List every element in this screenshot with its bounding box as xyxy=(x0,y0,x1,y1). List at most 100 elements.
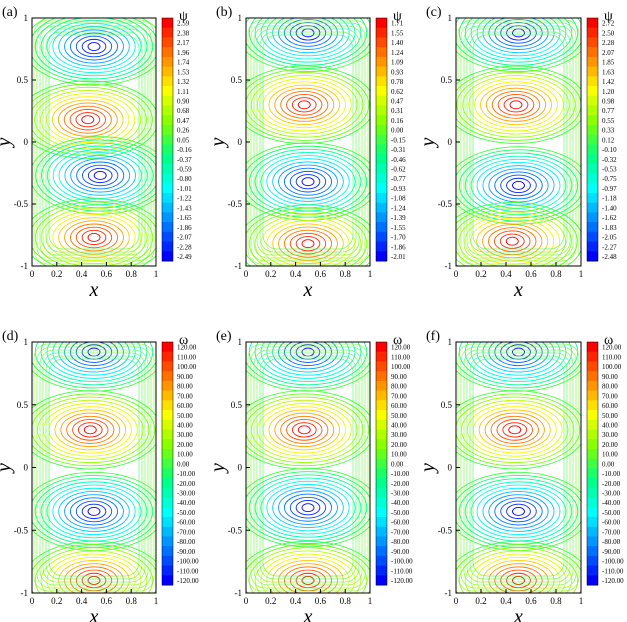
contour-line xyxy=(246,207,370,266)
legend-label: 1.32 xyxy=(177,78,190,86)
legend-swatch xyxy=(162,371,173,382)
contour-line xyxy=(254,477,362,538)
legend-swatch xyxy=(587,419,598,430)
x-tick-label: 0.4 xyxy=(290,596,302,606)
legend-swatch xyxy=(587,400,598,411)
contour-line xyxy=(506,572,531,589)
contour-line xyxy=(32,201,156,266)
contour-line xyxy=(458,18,579,66)
x-tick-label: 0.4 xyxy=(76,269,88,279)
contour-line xyxy=(75,500,113,523)
contour-line xyxy=(64,563,124,593)
legend-swatch xyxy=(376,124,387,136)
legend-swatch xyxy=(587,478,598,489)
legend-frame xyxy=(375,17,388,262)
legend-label: -50.00 xyxy=(177,509,196,517)
x-tick-label: 0.4 xyxy=(290,269,302,279)
contour-line xyxy=(482,342,555,373)
legend-label: -20.00 xyxy=(391,480,410,488)
contour-line xyxy=(466,403,563,457)
legend-label: 0.78 xyxy=(391,78,404,86)
x-tick-label: 0.2 xyxy=(475,269,486,279)
contour-line xyxy=(456,149,581,222)
legend-swatch xyxy=(162,526,173,537)
legend-swatch xyxy=(587,37,598,48)
legend-swatch xyxy=(162,251,173,262)
contour-line xyxy=(456,208,572,266)
legend-swatch xyxy=(162,487,173,499)
contour-line xyxy=(494,342,543,367)
legend-swatch xyxy=(587,163,598,175)
legend-swatch xyxy=(587,173,598,184)
contour-line xyxy=(69,497,119,526)
legend-label: -0.97 xyxy=(602,185,617,193)
contour-lines xyxy=(32,342,156,593)
contour-line xyxy=(262,34,354,250)
contour-line xyxy=(254,151,362,212)
contour-line xyxy=(32,390,156,470)
legend-label: -70.00 xyxy=(391,528,410,536)
y-tick-label: 1 xyxy=(448,13,453,23)
legend-swatch xyxy=(162,56,173,68)
legend-swatch xyxy=(587,56,598,68)
contour-line xyxy=(52,23,136,70)
contour-line xyxy=(58,342,130,373)
legend-label: -2.27 xyxy=(602,243,617,251)
contour-line xyxy=(250,22,366,262)
legend-label: 90.00 xyxy=(177,373,193,381)
contour-line xyxy=(456,369,581,392)
contour-line xyxy=(470,217,555,265)
legend-swatch xyxy=(587,429,598,440)
contour-line xyxy=(488,168,549,203)
x-axis-label: x xyxy=(303,606,313,622)
y-tick-label: 0 xyxy=(238,463,243,473)
contour-line xyxy=(456,68,581,141)
contour-line xyxy=(75,35,113,58)
contour-line xyxy=(474,81,558,129)
legend-label: -80.00 xyxy=(391,538,410,546)
contour-line xyxy=(456,540,581,563)
contour-line xyxy=(280,415,329,444)
plot-frame xyxy=(31,341,157,594)
legend-label: 20.00 xyxy=(177,441,193,449)
legend-label: 1.55 xyxy=(391,29,404,37)
legend-swatch xyxy=(376,448,387,460)
contour-line xyxy=(248,474,368,541)
legend-swatch xyxy=(162,202,173,213)
legend-swatch xyxy=(376,173,387,184)
legend-label: -1.01 xyxy=(177,185,192,193)
contour-line xyxy=(54,409,127,451)
x-tick-label: 0.8 xyxy=(340,269,352,279)
contour-line xyxy=(272,223,344,264)
legend-label: -1.83 xyxy=(602,224,617,232)
contour-line xyxy=(466,352,571,583)
legend-swatch xyxy=(587,154,598,165)
contour-line xyxy=(64,494,124,529)
y-tick-label: -0.5 xyxy=(438,525,453,535)
legend-frame xyxy=(586,341,599,586)
legend-label: -80.00 xyxy=(602,538,621,546)
legend-swatch xyxy=(587,458,598,469)
legend-swatch xyxy=(587,27,598,38)
legend-swatch xyxy=(376,536,387,547)
contour-line xyxy=(295,174,321,190)
legend-swatch xyxy=(587,144,598,155)
legend-label: 40.00 xyxy=(177,421,193,429)
legend-swatch xyxy=(162,458,173,469)
plot-frame xyxy=(245,341,371,594)
contour-line xyxy=(93,171,107,180)
panel-e: 0 0.2 0.4 0.6 0.8 1 1 0.5 0 -0.5 -1 x y (e) ω120.00110… xyxy=(207,329,413,622)
legend-swatch xyxy=(162,565,173,576)
legend-label: -0.53 xyxy=(602,166,617,174)
legend-swatch xyxy=(587,212,598,223)
contour-line xyxy=(32,471,156,552)
legend-label: -0.59 xyxy=(177,166,192,174)
contour-line xyxy=(289,232,327,255)
contour-line xyxy=(52,148,148,203)
x-tick-label: 0.4 xyxy=(500,596,512,606)
legend-label: -2.07 xyxy=(177,234,192,242)
contour-line xyxy=(246,68,370,141)
legend-label: -0.46 xyxy=(391,156,406,164)
legend-label: -0.77 xyxy=(391,175,406,183)
